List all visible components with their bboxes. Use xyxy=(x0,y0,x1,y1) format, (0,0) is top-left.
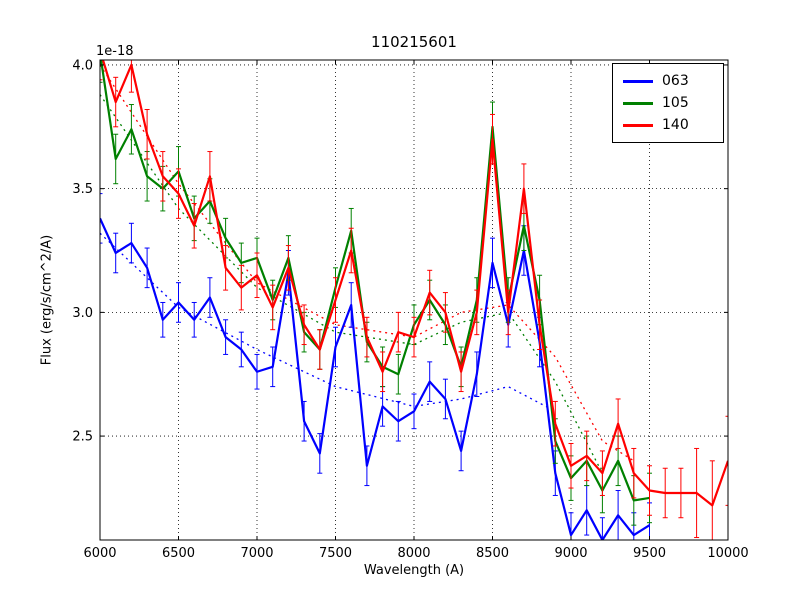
x-tick-label: 9500 xyxy=(633,546,666,561)
legend-entry-140: 140 xyxy=(623,114,713,136)
errorbars-063 xyxy=(100,193,652,540)
legend-entry-063: 063 xyxy=(623,70,713,92)
x-tick-label: 6000 xyxy=(83,546,116,561)
x-tick-label: 6500 xyxy=(162,546,195,561)
model-line-140-model xyxy=(100,64,635,462)
x-tick-label: 7500 xyxy=(319,546,352,561)
legend-entry-105: 105 xyxy=(623,92,713,114)
x-tick-label: 9000 xyxy=(554,546,587,561)
x-tick-label: 8500 xyxy=(476,546,509,561)
legend-line-sample xyxy=(623,101,653,105)
legend: 063 105 140 xyxy=(612,63,724,143)
y-tick-label: 3.0 xyxy=(72,306,93,321)
y-axis-label: Flux (erg/s/cm^2/A) xyxy=(39,234,55,366)
legend-label: 105 xyxy=(662,95,689,111)
errorbars-105 xyxy=(100,60,652,526)
model-line-105-model xyxy=(100,94,603,474)
chart-title: 110215601 xyxy=(371,33,457,51)
legend-label: 140 xyxy=(662,117,689,133)
x-tick-label: 7000 xyxy=(240,546,273,561)
tick-labels: 6000 6500 7000 7500 8000 8500 9000 9500 10000 2.5… xyxy=(72,58,748,561)
legend-label: 063 xyxy=(662,73,689,89)
spectrum-line-140 xyxy=(101,60,728,507)
y-tick-label: 3.5 xyxy=(72,182,93,197)
x-axis-label: Wavelength (A) xyxy=(363,563,465,578)
legend-line-sample xyxy=(623,79,653,83)
data-layer xyxy=(100,60,728,540)
tick-marks xyxy=(99,60,729,540)
spectrum-line-063 xyxy=(100,217,651,540)
legend-line-sample xyxy=(623,123,653,127)
y-tick-label: 2.5 xyxy=(72,430,93,445)
y-tick-label: 4.0 xyxy=(72,58,93,73)
y-axis-offset-label: 1e-18 xyxy=(96,44,134,59)
x-tick-label: 8000 xyxy=(397,546,430,561)
model-line-063-model xyxy=(100,232,556,412)
x-tick-label: 10000 xyxy=(707,546,748,561)
